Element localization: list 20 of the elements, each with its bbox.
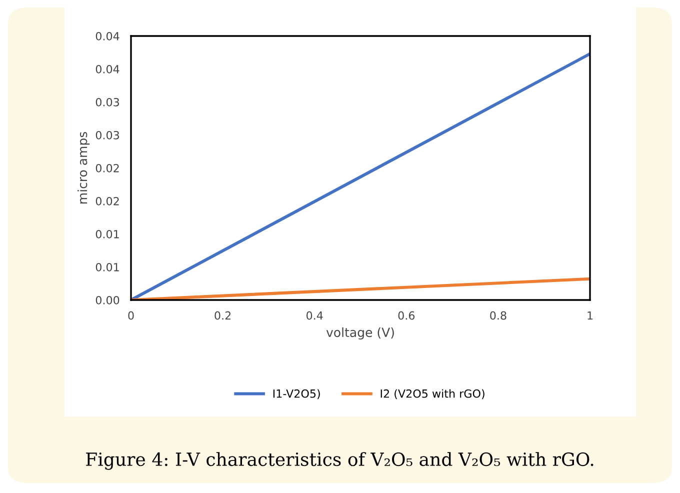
y-tick-label: 0.01	[96, 262, 119, 272]
x-tick-label: 0.6	[398, 311, 415, 320]
caption: Figure 4: I-V characteristics of V₂O₅ and V₂O₅ with rGO.	[86, 452, 594, 470]
legend-label: I1-V2O5)	[273, 389, 320, 400]
y-tick-label: 0.04	[96, 32, 120, 40]
x-axis-title: voltage (V)	[326, 327, 394, 340]
x-tick-label: 0	[128, 311, 134, 320]
y-tick-label: 0.02	[96, 196, 119, 206]
x-tick-label: 0.2	[214, 311, 231, 320]
y-tick-label: 0.02	[96, 164, 119, 172]
x-tick-label: 1	[588, 311, 593, 320]
x-tick-label: 0.4	[306, 311, 323, 320]
y-axis-title: micro amps	[77, 132, 90, 204]
y-tick-label: 0.03	[96, 98, 119, 106]
x-tick-label: 0.8	[490, 311, 506, 320]
y-tick-label: 0.01	[96, 230, 119, 238]
y-tick-label: 0.03	[96, 130, 119, 140]
legend-label: I2 (V2O5 with rGO)	[380, 389, 484, 400]
y-tick-label: 0.04	[96, 64, 120, 74]
y-tick-label: 0.00	[96, 296, 120, 304]
